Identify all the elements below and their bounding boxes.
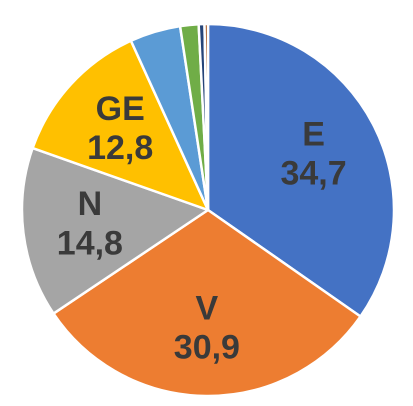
- pie-slice-unlabeled-7: [203, 22, 210, 212]
- slice-category-label: N: [78, 185, 103, 223]
- pie-slice-label-ge: GE 12,8: [87, 90, 153, 167]
- pie-slice-label-n: N 14,8: [57, 185, 123, 262]
- slice-category-label: E: [302, 115, 325, 153]
- labels-group: E 34,7 V 30,9 N 14,8 GE 12,8: [57, 90, 347, 367]
- pie-slice-v: [52, 208, 362, 398]
- pie-slice-label-v: V 30,9: [174, 289, 240, 366]
- slices-group: [20, 22, 396, 398]
- pie-slice-e: [206, 22, 396, 318]
- slice-category-label: GE: [96, 90, 145, 128]
- pie-slice-n: [20, 146, 210, 315]
- pie-slice-ge: [31, 39, 210, 212]
- slice-category-label: V: [196, 289, 219, 327]
- slice-value-label: 34,7: [280, 154, 346, 192]
- slice-value-label: 30,9: [174, 328, 240, 366]
- slice-value-label: 14,8: [57, 224, 123, 262]
- pie-slice-label-e: E 34,7: [280, 115, 346, 192]
- slice-value-label: 12,8: [87, 129, 153, 167]
